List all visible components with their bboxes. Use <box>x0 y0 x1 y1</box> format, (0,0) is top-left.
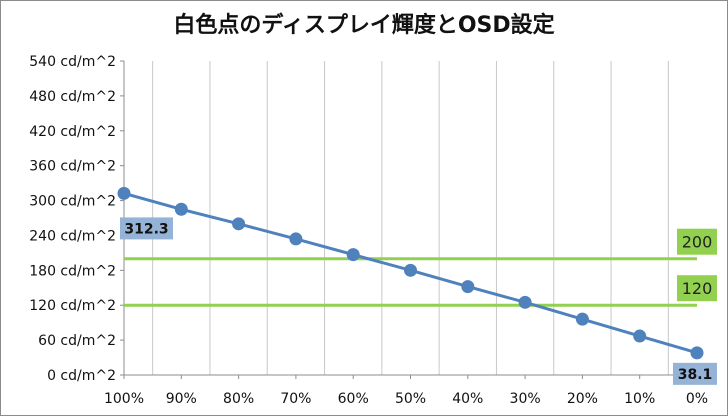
data-point <box>404 263 417 277</box>
chart-title: 白色点のディスプレイ輝度とOSD設定 <box>173 13 555 38</box>
y-tick-label: 360 cd/m^2 <box>29 159 116 175</box>
data-point <box>461 280 475 294</box>
data-label-box <box>673 362 717 385</box>
reference-label-box <box>677 228 717 255</box>
reference-label: 120 <box>682 279 713 298</box>
data-label: 38.1 <box>678 367 713 383</box>
x-tick-label: 0% <box>686 391 708 407</box>
x-tick-label: 60% <box>338 391 369 407</box>
y-tick-label: 420 cd/m^2 <box>29 124 116 140</box>
data-point <box>117 186 131 200</box>
data-point <box>289 232 303 246</box>
y-tick-label: 300 cd/m^2 <box>29 194 116 210</box>
y-tick-label: 180 cd/m^2 <box>29 263 116 279</box>
reference-label-box <box>677 275 717 302</box>
x-tick-label: 30% <box>510 391 541 407</box>
data-point <box>690 346 704 360</box>
x-tick-label: 100% <box>104 391 144 407</box>
data-label-box <box>120 217 173 240</box>
data-point <box>232 217 246 231</box>
reference-label: 200 <box>682 233 713 252</box>
data-point <box>575 312 589 326</box>
y-tick-label: 60 cd/m^2 <box>38 333 116 349</box>
x-tick-label: 40% <box>452 391 483 407</box>
x-tick-label: 70% <box>280 391 311 407</box>
y-tick-label: 0 cd/m^2 <box>47 368 116 384</box>
y-tick-label: 120 cd/m^2 <box>29 298 116 314</box>
data-point <box>346 248 360 262</box>
x-tick-label: 90% <box>166 391 197 407</box>
data-point <box>174 202 188 216</box>
x-tick-label: 80% <box>223 391 254 407</box>
x-tick-label: 50% <box>395 391 426 407</box>
data-point <box>518 295 532 309</box>
y-tick-label: 540 cd/m^2 <box>29 54 116 70</box>
x-tick-label: 20% <box>567 391 598 407</box>
data-label: 312.3 <box>124 221 168 237</box>
x-tick-label: 10% <box>624 391 655 407</box>
data-point <box>633 329 647 343</box>
y-tick-label: 240 cd/m^2 <box>29 228 116 244</box>
y-tick-label: 480 cd/m^2 <box>29 89 116 105</box>
